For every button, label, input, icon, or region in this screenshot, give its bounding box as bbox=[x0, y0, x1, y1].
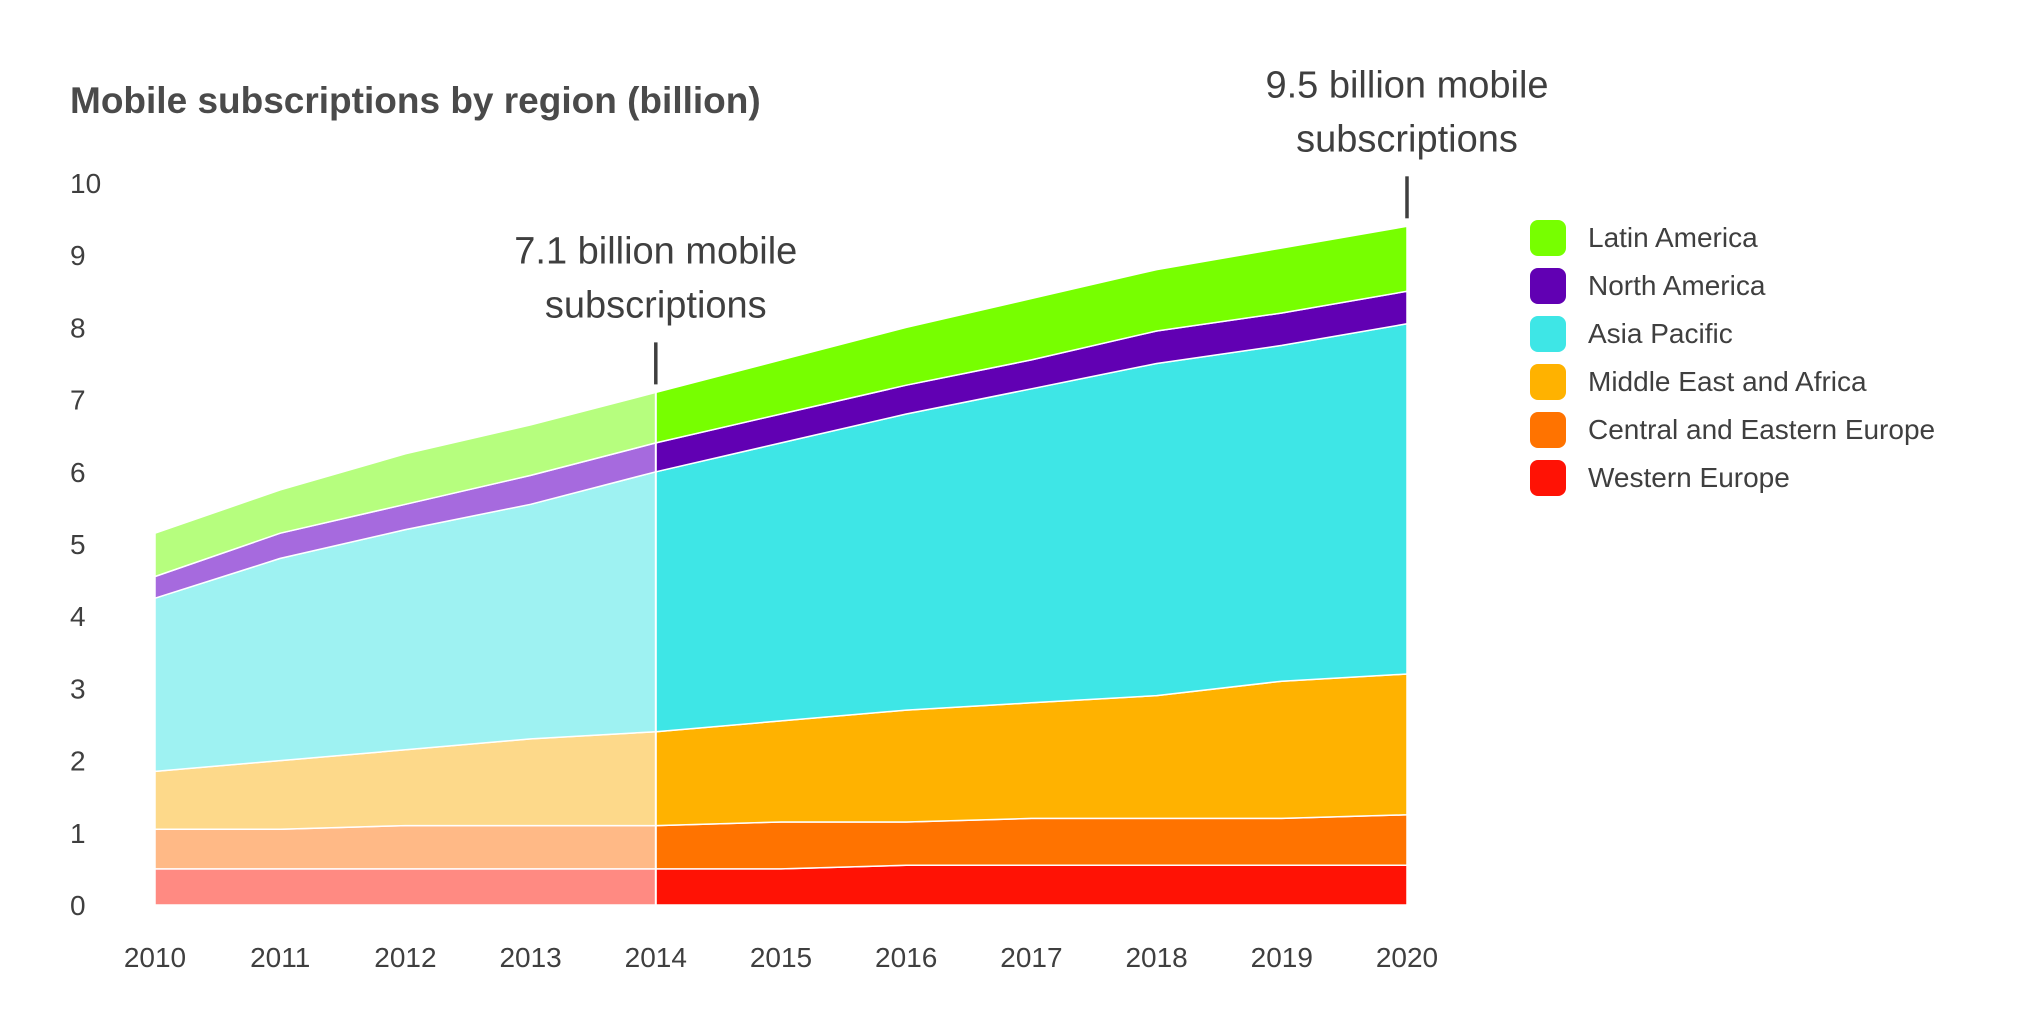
y-tick-label: 10 bbox=[70, 168, 101, 199]
chart-annotations: 7.1 billion mobile subscriptions 9.5 billi… bbox=[514, 64, 1549, 385]
legend-item-north-america: North America bbox=[1530, 268, 1935, 304]
x-axis-ticks: 2010 2011 2012 2013 2014 2015 2016 2017 2018 2019… bbox=[124, 942, 1438, 973]
y-tick-label: 6 bbox=[70, 457, 86, 488]
x-tick-label: 2011 bbox=[250, 942, 310, 973]
y-tick-label: 4 bbox=[70, 601, 86, 632]
annotation-text: subscriptions bbox=[545, 284, 767, 326]
legend-label: Asia Pacific bbox=[1588, 318, 1733, 349]
legend-swatch bbox=[1530, 316, 1566, 352]
area-western-europe-historical bbox=[154, 868, 657, 906]
legend-label: Latin America bbox=[1588, 222, 1758, 253]
x-tick-label: 2020 bbox=[1376, 942, 1438, 973]
y-tick-label: 9 bbox=[70, 240, 86, 271]
y-tick-label: 7 bbox=[70, 385, 86, 416]
x-tick-label: 2010 bbox=[124, 942, 186, 973]
y-tick-label: 1 bbox=[70, 818, 86, 849]
annotation-text: subscriptions bbox=[1296, 118, 1518, 160]
y-tick-label: 3 bbox=[70, 673, 86, 704]
x-tick-label: 2015 bbox=[750, 942, 812, 973]
y-axis-ticks: 0 1 2 3 4 5 6 7 8 9 10 bbox=[70, 168, 101, 921]
annotation-text: 7.1 billion mobile bbox=[514, 230, 797, 272]
legend-label: Western Europe bbox=[1588, 462, 1790, 493]
legend-label: Central and Eastern Europe bbox=[1588, 414, 1936, 445]
area-western-europe-forecast bbox=[655, 864, 1408, 906]
legend-swatch bbox=[1530, 412, 1566, 448]
x-tick-label: 2017 bbox=[1000, 942, 1062, 973]
legend-swatch bbox=[1530, 364, 1566, 400]
x-tick-label: 2019 bbox=[1251, 942, 1313, 973]
x-tick-label: 2016 bbox=[875, 942, 937, 973]
x-tick-label: 2013 bbox=[499, 942, 561, 973]
legend-item-middle-east-and-africa: Middle East and Africa bbox=[1530, 364, 1935, 400]
legend-item-asia-pacific: Asia Pacific bbox=[1530, 316, 1935, 352]
legend-swatch bbox=[1530, 460, 1566, 496]
legend-swatch bbox=[1530, 220, 1566, 256]
y-tick-label: 5 bbox=[70, 529, 86, 560]
legend-item-western-europe: Western Europe bbox=[1530, 460, 1935, 496]
legend-swatch bbox=[1530, 268, 1566, 304]
legend: Latin America North America Asia Pacific… bbox=[1530, 220, 1935, 508]
legend-item-latin-america: Latin America bbox=[1530, 220, 1935, 256]
y-tick-label: 8 bbox=[70, 312, 86, 343]
x-tick-label: 2014 bbox=[625, 942, 687, 973]
annotation-text: 9.5 billion mobile bbox=[1265, 64, 1548, 106]
x-tick-label: 2012 bbox=[374, 942, 436, 973]
x-tick-label: 2018 bbox=[1125, 942, 1187, 973]
area-central-and-eastern-europe-historical bbox=[154, 824, 657, 870]
chart-title: Mobile subscriptions by region (billion) bbox=[70, 80, 761, 121]
chart-areas bbox=[154, 225, 1408, 906]
y-tick-label: 0 bbox=[70, 890, 86, 921]
y-tick-label: 2 bbox=[70, 746, 86, 777]
legend-label: North America bbox=[1588, 270, 1766, 301]
legend-label: Middle East and Africa bbox=[1588, 366, 1867, 397]
area-latin-america-forecast bbox=[655, 225, 1408, 444]
legend-item-central-and-eastern-europe: Central and Eastern Europe bbox=[1530, 412, 1935, 448]
